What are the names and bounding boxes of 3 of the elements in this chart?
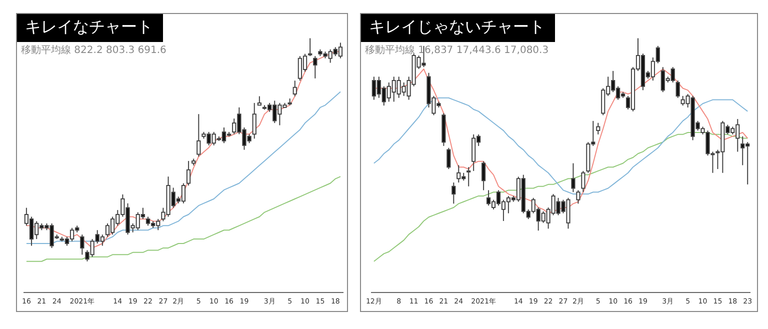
- chart-title: キレイなチャート: [17, 14, 163, 42]
- text: 移動平均線 822.2 803.3 691.6: [21, 44, 166, 57]
- chart-title: キレイじゃないチャート: [361, 14, 555, 42]
